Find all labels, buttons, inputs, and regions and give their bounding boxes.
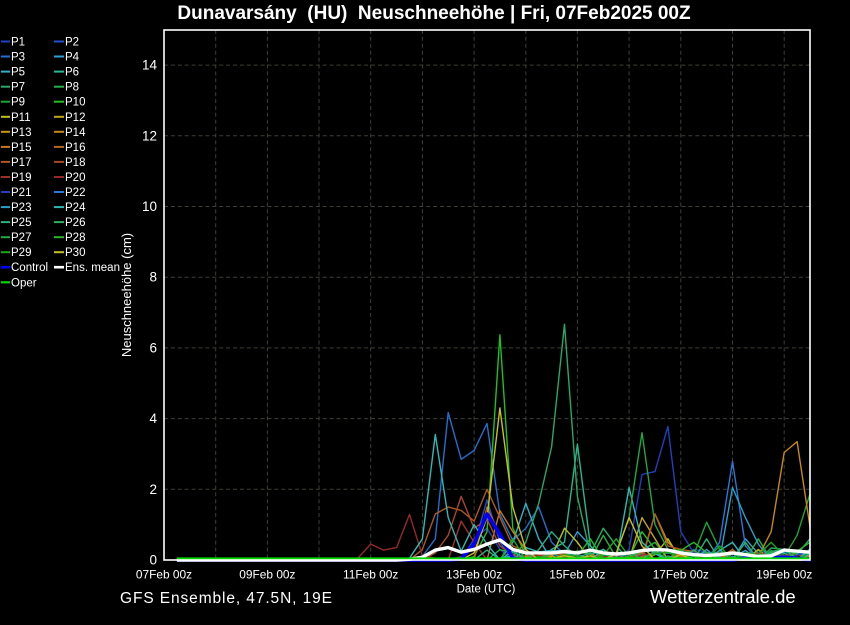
svg-text:P22: P22	[65, 187, 85, 199]
svg-text:Dunavarsány (HU) Neuschneehö: Dunavarsány (HU) Neuschneehöhe | Fri, 07…	[177, 3, 691, 24]
svg-text:P17: P17	[11, 157, 31, 169]
svg-text:P11: P11	[11, 112, 31, 124]
svg-text:07Feb 00z: 07Feb 00z	[136, 568, 192, 582]
svg-text:P2: P2	[65, 37, 79, 49]
svg-text:14: 14	[142, 58, 158, 73]
svg-text:P8: P8	[65, 82, 79, 94]
svg-text:6: 6	[149, 340, 157, 355]
svg-text:P21: P21	[11, 187, 31, 199]
svg-text:GFS Ensemble, 47.5N, 19E: GFS Ensemble, 47.5N, 19E	[120, 590, 333, 607]
svg-text:P29: P29	[11, 247, 31, 259]
svg-text:Date (UTC): Date (UTC)	[457, 584, 516, 596]
svg-text:P3: P3	[11, 52, 25, 64]
svg-text:P18: P18	[65, 157, 85, 169]
svg-text:P20: P20	[65, 172, 85, 184]
svg-text:Oper: Oper	[11, 277, 37, 289]
svg-text:P28: P28	[65, 232, 85, 244]
svg-text:P24: P24	[65, 202, 86, 214]
svg-text:4: 4	[149, 411, 157, 426]
svg-text:09Feb 00z: 09Feb 00z	[239, 568, 295, 582]
svg-text:15Feb 00z: 15Feb 00z	[549, 568, 605, 582]
svg-text:19Feb 00z: 19Feb 00z	[756, 568, 812, 582]
svg-text:P6: P6	[65, 67, 79, 79]
svg-text:P13: P13	[11, 127, 31, 139]
svg-text:P25: P25	[11, 217, 31, 229]
svg-text:P10: P10	[65, 97, 85, 109]
svg-text:8: 8	[149, 270, 157, 285]
svg-text:Control: Control	[11, 262, 48, 274]
svg-text:P4: P4	[65, 52, 80, 64]
svg-text:12: 12	[142, 128, 157, 143]
svg-text:10: 10	[142, 199, 157, 214]
svg-text:P15: P15	[11, 142, 31, 154]
svg-text:P23: P23	[11, 202, 31, 214]
svg-text:P30: P30	[65, 247, 85, 259]
svg-text:11Feb 00z: 11Feb 00z	[343, 568, 398, 582]
svg-text:13Feb 00z: 13Feb 00z	[446, 568, 502, 582]
svg-text:P27: P27	[11, 232, 31, 244]
svg-text:17Feb 00z: 17Feb 00z	[653, 568, 709, 582]
svg-text:2: 2	[149, 482, 157, 497]
svg-text:Ens. mean: Ens. mean	[65, 262, 120, 274]
svg-text:P9: P9	[11, 97, 25, 109]
svg-text:0: 0	[149, 553, 157, 568]
svg-text:P1: P1	[11, 37, 25, 49]
svg-text:P12: P12	[65, 112, 85, 124]
svg-text:Neuschneehöhe (cm): Neuschneehöhe (cm)	[119, 233, 134, 357]
svg-text:P7: P7	[11, 82, 25, 94]
svg-text:P16: P16	[65, 142, 85, 154]
svg-text:P5: P5	[11, 67, 25, 79]
svg-text:Wetterzentrale.de: Wetterzentrale.de	[650, 586, 796, 607]
svg-text:P19: P19	[11, 172, 31, 184]
svg-text:P26: P26	[65, 217, 85, 229]
svg-text:P14: P14	[65, 127, 86, 139]
